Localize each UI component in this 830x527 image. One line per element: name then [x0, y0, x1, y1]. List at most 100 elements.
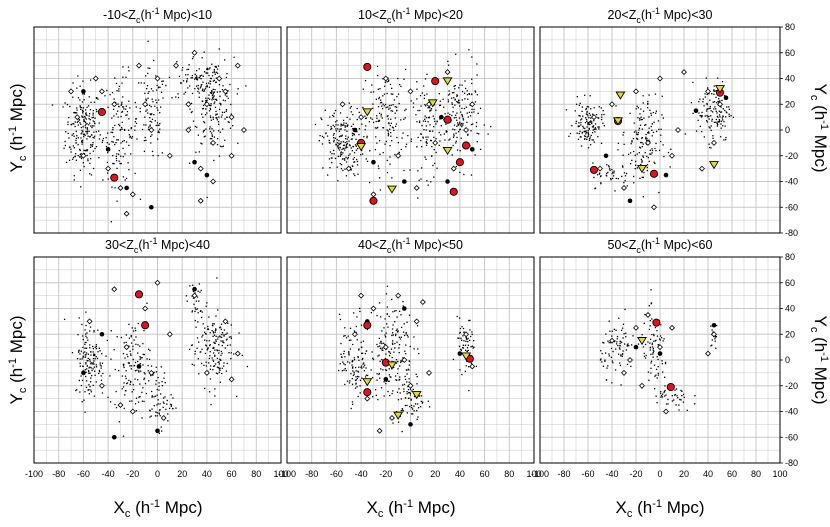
data-dot — [608, 320, 610, 322]
data-dot — [468, 319, 470, 322]
data-dot — [209, 365, 212, 367]
data-dot — [86, 130, 89, 132]
data-dot — [232, 125, 234, 127]
data-dot — [185, 295, 188, 297]
data-dot — [147, 72, 149, 75]
data-dot — [648, 328, 651, 331]
data-dot — [647, 132, 649, 134]
data-dot — [89, 344, 91, 346]
data-dot — [382, 349, 384, 352]
data-dot — [403, 118, 405, 120]
data-dot — [340, 151, 343, 153]
data-dot — [85, 130, 87, 133]
data-dot — [212, 347, 214, 349]
data-dot — [92, 345, 94, 348]
data-dot — [588, 139, 591, 141]
data-dot — [337, 147, 340, 150]
data-dot — [159, 122, 161, 125]
data-dot — [209, 77, 212, 80]
data-dot — [576, 95, 579, 98]
data-dot — [86, 365, 88, 367]
data-dot — [211, 91, 213, 94]
data-dot — [463, 173, 465, 176]
data-dot — [466, 112, 468, 114]
data-dot — [652, 131, 655, 134]
data-dot — [634, 168, 636, 170]
data-dot — [215, 328, 217, 330]
data-dot — [191, 363, 193, 365]
data-dot — [141, 400, 144, 402]
data-dot — [602, 365, 605, 367]
data-dot — [92, 116, 95, 119]
data-dot — [649, 149, 651, 151]
data-dot — [189, 85, 191, 87]
data-dot — [314, 123, 317, 126]
data-dot — [340, 125, 342, 127]
data-dot — [576, 132, 578, 134]
data-dot — [627, 343, 629, 345]
data-dot — [612, 177, 614, 180]
data-dot — [348, 382, 351, 384]
red-circle-marker — [443, 115, 452, 124]
data-dot — [583, 135, 586, 137]
data-dot — [649, 153, 651, 155]
data-dot — [211, 135, 214, 138]
filled-marker — [155, 428, 160, 434]
data-dot — [640, 118, 642, 121]
data-dot — [387, 132, 390, 134]
data-dot — [116, 139, 118, 141]
data-dot — [116, 110, 119, 112]
data-dot — [82, 335, 84, 337]
data-dot — [702, 98, 704, 100]
data-dot — [585, 118, 588, 121]
data-dot — [166, 403, 168, 405]
data-dot — [194, 87, 196, 90]
data-dot — [188, 348, 191, 351]
data-dot — [165, 84, 167, 87]
data-dot — [124, 153, 126, 155]
data-dot — [333, 153, 335, 155]
data-dot — [678, 409, 680, 411]
data-dot — [86, 127, 89, 129]
data-dot — [420, 139, 422, 142]
data-dot — [707, 116, 709, 118]
data-dot — [326, 135, 329, 137]
data-dot — [629, 163, 632, 165]
data-dot — [392, 104, 394, 106]
data-dot — [92, 351, 94, 353]
data-dot — [641, 128, 643, 130]
data-dot — [580, 119, 582, 121]
data-dot — [156, 138, 159, 140]
data-dot — [349, 118, 351, 120]
data-dot — [649, 319, 651, 322]
data-dot — [351, 401, 354, 403]
data-dot — [157, 403, 159, 405]
data-dot — [371, 118, 373, 120]
data-dot — [662, 117, 664, 119]
data-dot — [130, 368, 133, 370]
data-dot — [95, 366, 98, 368]
data-dot — [190, 344, 193, 347]
data-dot — [438, 144, 440, 147]
data-dot — [420, 133, 422, 135]
data-dot — [139, 383, 141, 385]
data-dot — [81, 109, 84, 111]
data-dot — [93, 135, 96, 137]
data-dot — [196, 79, 199, 81]
data-dot — [85, 109, 87, 111]
data-dot — [381, 358, 383, 361]
data-dot — [357, 356, 359, 359]
data-dot — [201, 143, 203, 145]
data-dot — [465, 340, 467, 342]
data-dot — [194, 319, 196, 322]
data-dot — [346, 116, 348, 119]
data-dot — [96, 357, 99, 360]
data-dot — [90, 174, 93, 176]
data-dot — [151, 121, 153, 123]
data-dot — [648, 94, 650, 96]
data-dot — [221, 114, 223, 116]
data-dot — [593, 119, 595, 122]
data-dot — [444, 139, 446, 141]
data-dot — [378, 140, 381, 142]
data-dot — [160, 91, 163, 93]
